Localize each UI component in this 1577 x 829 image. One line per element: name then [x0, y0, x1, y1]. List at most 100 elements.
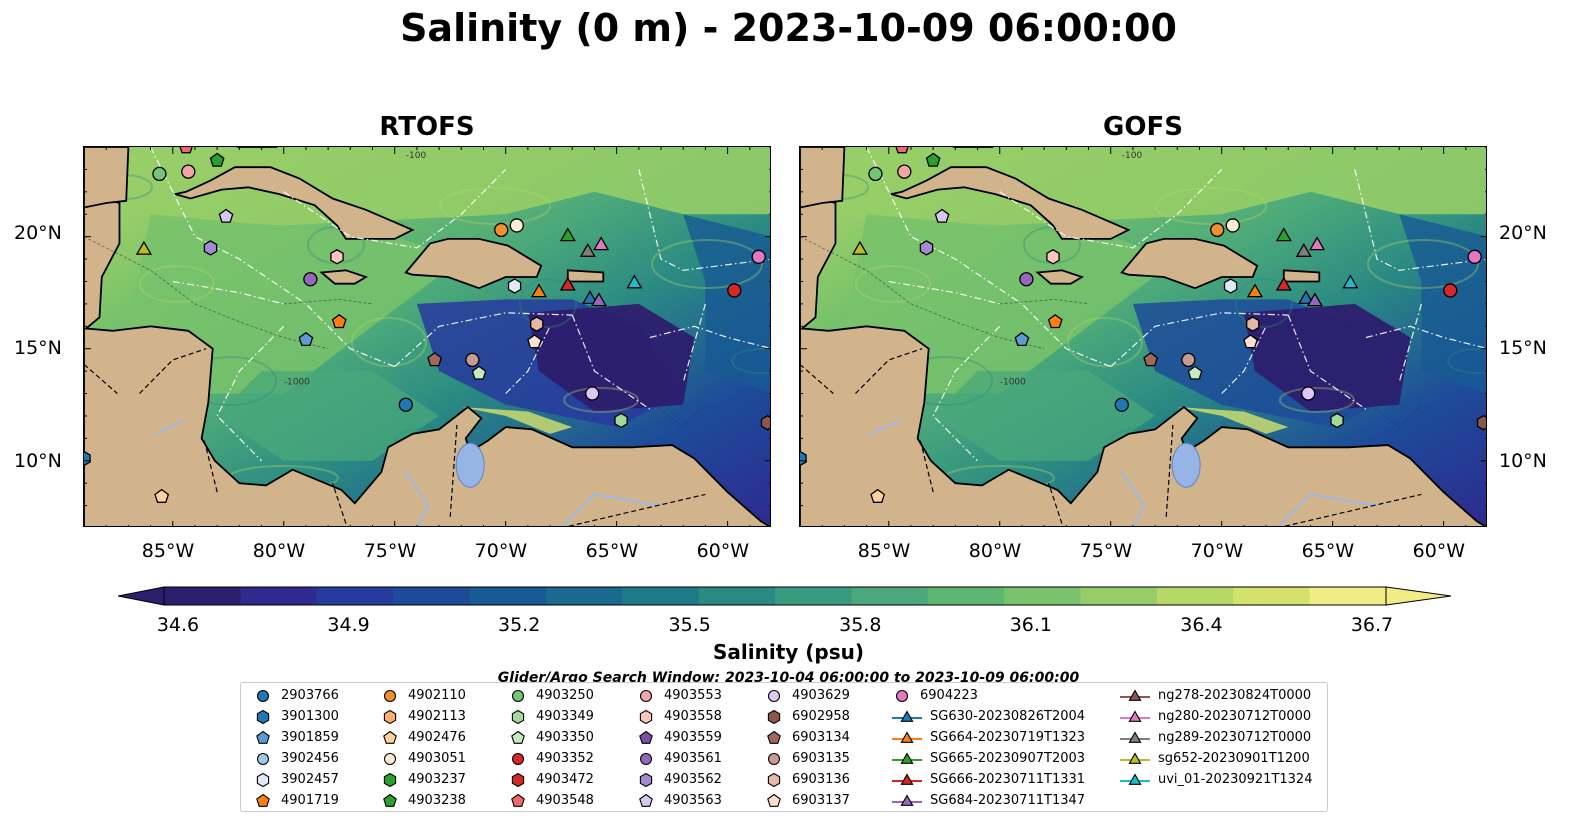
rtofs-salinity-map[interactable]: -100 -1000: [83, 146, 771, 527]
hexagon-marker-icon: [383, 772, 397, 787]
circle-marker-icon: [256, 752, 270, 765]
legend-label: 6902958: [792, 709, 850, 724]
lon-tick-80w-gofs: 80°W: [968, 540, 1022, 562]
triangle-marker-icon: [1120, 709, 1150, 722]
legend-item-6903137: 6903137: [764, 790, 850, 811]
hexagon-marker-icon: [256, 772, 270, 787]
eez-line-4: [649, 325, 770, 349]
lat-tick-20n-right: 20°N: [1499, 222, 1547, 244]
colorbar-tick: 35.2: [497, 614, 541, 636]
lat-tick-15n-left: 15°N: [14, 337, 62, 359]
float-4903238: [209, 152, 225, 167]
legend-label: 4903352: [536, 751, 594, 766]
legend-item-3901300: 3901300: [253, 706, 339, 727]
eez-line-3: [1287, 314, 1367, 410]
pentagon-marker-icon: [256, 730, 270, 744]
lon-tick-75w-rtofs: 75°W: [363, 540, 417, 562]
legend-item-4903558: 4903558: [636, 706, 722, 727]
contour-label-100: -100: [1122, 151, 1143, 161]
glider-SG664-20230719T1323: [1246, 283, 1264, 298]
colorbar-segment: [1080, 587, 1158, 605]
legend-label: 6903134: [792, 730, 850, 745]
legend-label: 4902476: [408, 730, 466, 745]
border-2: [1165, 424, 1174, 517]
colorbar-segment: [851, 587, 929, 605]
legend-label: 4903238: [408, 793, 466, 808]
pentagon-marker-icon: [383, 793, 397, 807]
triangle-marker-icon: [892, 772, 922, 785]
colorbar-segment: [1004, 587, 1081, 605]
legend-item-SG630-20230826T2004: SG630-20230826T2004: [892, 706, 1085, 727]
legend-label: 4903563: [664, 793, 722, 808]
float-4903548: [179, 147, 193, 154]
legend-item-3901859: 3901859: [253, 727, 339, 748]
legend-label: 6903137: [792, 793, 850, 808]
land-cuba: [174, 166, 415, 240]
legend-label: 4903350: [536, 730, 594, 745]
border-5: [800, 363, 834, 394]
panel-title-rtofs: RTOFS: [379, 112, 475, 142]
legend-label: 6903135: [792, 751, 850, 766]
map-ticks: [84, 147, 770, 526]
float-6903134: [1143, 352, 1159, 367]
colorbar-segment: [316, 587, 394, 605]
colorbar: [117, 586, 1452, 606]
glider-SG664-20230719T1323: [530, 283, 548, 298]
float-4902476: [870, 488, 886, 503]
land-jamaica: [1035, 269, 1085, 285]
circle-marker-icon: [639, 689, 653, 702]
lon-tick-70w-gofs: 70°W: [1190, 540, 1244, 562]
legend-item-4903350: 4903350: [508, 727, 594, 748]
circle-marker-icon: [511, 689, 525, 702]
float-6903136: [530, 316, 544, 332]
map-ticks: [800, 147, 1486, 526]
legend-label: SG684-20230711T1347: [930, 793, 1086, 808]
glider-SG630-20230826T2004: [581, 290, 599, 305]
legend-item-ng289-20230712T0000: ng289-20230712T0000: [1120, 727, 1311, 748]
legend-label: ng278-20230824T0000: [1158, 688, 1312, 703]
float-4903051: [1225, 218, 1240, 233]
legend-label: 4903051: [408, 751, 466, 766]
float-3902457: [1223, 278, 1238, 294]
float-4903558: [1046, 249, 1060, 265]
legend-item-SG684-20230711T1347: SG684-20230711T1347: [892, 790, 1085, 811]
legend-label: 4903472: [536, 772, 594, 787]
glider-SG684-20230711T1347: [590, 292, 607, 307]
triangle-marker-icon: [1120, 688, 1150, 701]
colorbar-segment: [927, 587, 1005, 605]
lake-maracaibo: [455, 442, 485, 488]
land-yucatanTop: [800, 147, 846, 209]
pentagon-marker-icon: [639, 730, 653, 744]
colorbar-segment: [240, 587, 318, 605]
legend-item-4903250: 4903250: [508, 685, 594, 706]
legend: 2903766 3901300 3901859 3902456 3902457 49017…: [240, 682, 1328, 812]
colorbar-frame: [163, 586, 1387, 606]
glider-SG684-20230711T1347: [1306, 292, 1323, 307]
legend-label: 4903553: [664, 688, 722, 703]
bathymetry-contour-1: [283, 298, 373, 305]
eez-line-7: [172, 280, 284, 305]
border-2: [449, 424, 458, 517]
legend-item-4903237: 4903237: [380, 769, 466, 790]
bathymetry-contour-0: [800, 236, 1045, 350]
legend-label: 3902457: [281, 772, 339, 787]
eez-line-8: [505, 326, 551, 394]
float-4903629: [585, 386, 600, 401]
glider-uvi_01-20230921T1324: [626, 274, 643, 289]
colorbar-tick: 36.7: [1350, 614, 1394, 636]
legend-item-3902457: 3902457: [253, 769, 339, 790]
colorbar-segment: [1233, 587, 1311, 605]
hexagon-marker-icon: [639, 709, 653, 724]
eez-line-7: [888, 280, 1000, 305]
land-masses: [800, 147, 1486, 526]
legend-label: 4902113: [408, 709, 466, 724]
legend-label: 4903629: [792, 688, 850, 703]
border-3: [1283, 493, 1422, 526]
gofs-salinity-map[interactable]: -100 -1000: [799, 146, 1487, 527]
pentagon-marker-icon: [511, 730, 525, 744]
glider-SG630-20230826T2004: [1297, 290, 1315, 305]
legend-label: 4903561: [664, 751, 722, 766]
eez-line-3: [571, 314, 651, 410]
legend-item-4903349: 4903349: [508, 706, 594, 727]
legend-label: 4903559: [664, 730, 722, 745]
